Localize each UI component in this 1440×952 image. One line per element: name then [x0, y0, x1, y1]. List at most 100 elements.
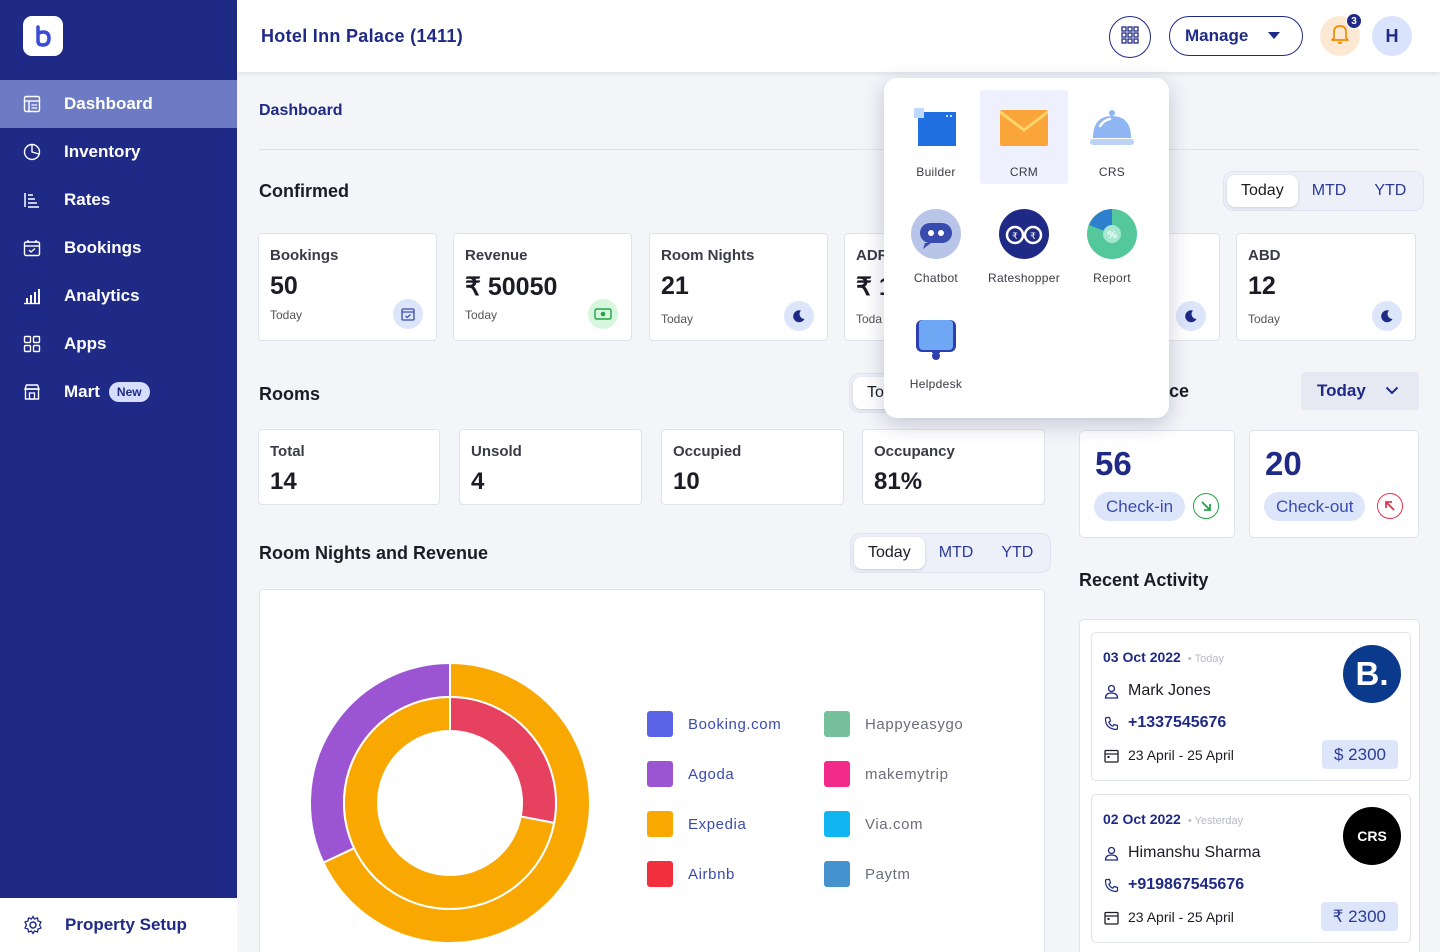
period-ytd[interactable]: YTD	[1001, 544, 1034, 561]
arrow-down-right-icon	[1193, 493, 1219, 519]
sidebar-item-rates[interactable]: Rates	[0, 176, 237, 224]
activity-item[interactable]: 03 Oct 2022 • Today B. Mark Jones +13375…	[1091, 632, 1411, 781]
calendar-icon	[1103, 909, 1119, 925]
calendar-icon	[23, 239, 41, 257]
legend-item[interactable]: Agoda	[647, 761, 734, 787]
card-sub: Today	[661, 312, 694, 326]
legend-item[interactable]: Happyeasygo	[824, 711, 963, 737]
list-icon	[23, 191, 41, 209]
activity-relative-text: Yesterday	[1194, 815, 1244, 827]
dashboard-icon	[23, 95, 41, 113]
sidebar-item-label: Apps	[64, 334, 107, 353]
sidebar-item-mart[interactable]: Mart New	[0, 368, 237, 416]
legend-item[interactable]: makemytrip	[824, 761, 949, 787]
rnr-title: Room Nights and Revenue	[259, 543, 489, 563]
guest-phone[interactable]: +1337545676	[1128, 714, 1227, 731]
legend-label: Paytm	[865, 865, 911, 883]
sidebar-item-label: Rates	[64, 190, 111, 209]
card-label: Occupancy	[874, 443, 955, 460]
source-label: B.	[1355, 655, 1389, 692]
moon-icon	[784, 301, 814, 331]
apps-menu-popup: Builder CRM CRS Chatbot ₹ ₹ Rateshopper %…	[884, 78, 1169, 418]
sidebar-item-apps[interactable]: Apps	[0, 320, 237, 368]
app-rateshopper[interactable]: ₹ ₹ Rateshopper	[980, 196, 1068, 290]
donut-slice-inner-expedia[interactable]	[343, 695, 556, 910]
activity-date: 03 Oct 2022 • Today	[1103, 649, 1224, 665]
channel-donut-chart	[309, 661, 591, 944]
checkout-label[interactable]: Check-out	[1264, 492, 1366, 521]
bookings-card: Bookings 50 Today	[258, 233, 437, 341]
builder-icon	[910, 102, 962, 154]
app-chatbot[interactable]: Chatbot	[892, 196, 980, 290]
card-label: Bookings	[270, 247, 339, 264]
period-today[interactable]: Today	[854, 537, 925, 569]
card-value: 50	[270, 272, 298, 300]
sidebar-item-dashboard[interactable]: Dashboard	[0, 80, 237, 128]
pie-icon	[23, 143, 41, 161]
legend-swatch	[647, 811, 673, 837]
svg-text:₹: ₹	[1030, 232, 1036, 242]
stay-row: 23 April - 25 April	[1103, 909, 1234, 925]
legend-label: Airbnb	[688, 865, 735, 883]
apps-launcher-button[interactable]	[1109, 16, 1151, 58]
app-crs[interactable]: CRS	[1068, 90, 1156, 184]
bell-icon	[1330, 23, 1350, 50]
binoculars-icon: ₹ ₹	[998, 208, 1050, 260]
booking-amount: ₹ 2300	[1320, 902, 1398, 931]
sidebar-item-inventory[interactable]: Inventory	[0, 128, 237, 176]
app-label: CRM	[1009, 165, 1039, 179]
performance-period-dropdown[interactable]: Today	[1301, 372, 1419, 410]
guest-row: Mark Jones	[1103, 682, 1211, 700]
card-value: 10	[673, 468, 700, 495]
manage-dropdown[interactable]: Manage	[1169, 16, 1303, 56]
notifications-button[interactable]: 3	[1320, 13, 1362, 56]
gear-icon	[23, 915, 43, 935]
legend-item[interactable]: Via.com	[824, 811, 923, 837]
card-label: Total	[270, 443, 305, 460]
legend-item[interactable]: Airbnb	[647, 861, 735, 887]
cash-icon	[588, 299, 618, 329]
abd-card: ABD 12 Today	[1236, 233, 1416, 341]
legend-label: Happyeasygo	[865, 715, 964, 733]
app-crm[interactable]: CRM	[980, 90, 1068, 184]
phone-row: +1337545676	[1103, 714, 1226, 732]
legend-item[interactable]: Paytm	[824, 861, 911, 887]
activity-relative-date: • Today	[1184, 653, 1224, 665]
caret-down-icon	[1268, 32, 1280, 39]
period-mtd[interactable]: MTD	[1311, 182, 1347, 199]
legend-item[interactable]: Booking.com	[647, 711, 781, 737]
calendar-check-icon	[393, 299, 423, 329]
legend-swatch	[647, 761, 673, 787]
property-setup-link[interactable]: Property Setup	[0, 898, 237, 952]
sidebar-item-analytics[interactable]: Analytics	[0, 272, 237, 320]
top-header: Hotel Inn Palace (1411) Manage 3 H	[237, 0, 1440, 72]
card-label: Revenue	[465, 247, 528, 264]
checkin-label[interactable]: Check-in	[1094, 492, 1186, 521]
period-mtd[interactable]: MTD	[938, 544, 974, 561]
chevron-down-icon	[1385, 386, 1399, 395]
guest-row: Himanshu Sharma	[1103, 844, 1261, 862]
app-label: Chatbot	[913, 271, 959, 285]
period-today[interactable]: Today	[1227, 175, 1298, 207]
guest-name: Himanshu Sharma	[1128, 844, 1261, 861]
app-helpdesk[interactable]: Helpdesk	[892, 302, 980, 396]
activity-item[interactable]: 02 Oct 2022 • Yesterday CRS Himanshu Sha…	[1091, 794, 1411, 943]
card-value: 14	[270, 468, 297, 495]
app-builder[interactable]: Builder	[892, 90, 980, 184]
avatar[interactable]: H	[1372, 16, 1412, 56]
sidebar-item-bookings[interactable]: Bookings	[0, 224, 237, 272]
report-pie-icon: %	[1086, 208, 1138, 260]
sidebar-item-label: Inventory	[64, 142, 141, 161]
sidebar-item-label: Dashboard	[64, 94, 153, 113]
guest-phone[interactable]: +919867545676	[1128, 876, 1245, 893]
activity-relative-date: • Yesterday	[1184, 815, 1244, 827]
recent-activity-list: 03 Oct 2022 • Today B. Mark Jones +13375…	[1079, 619, 1420, 952]
card-value: 81%	[874, 468, 923, 495]
breadcrumb[interactable]: Dashboard	[259, 102, 343, 119]
legend-item[interactable]: Expedia	[647, 811, 746, 837]
svg-text:₹: ₹	[1012, 232, 1018, 242]
app-report[interactable]: % Report	[1068, 196, 1156, 290]
legend-label: Booking.com	[688, 715, 782, 733]
period-ytd[interactable]: YTD	[1374, 182, 1407, 199]
app-logo[interactable]	[23, 16, 63, 56]
